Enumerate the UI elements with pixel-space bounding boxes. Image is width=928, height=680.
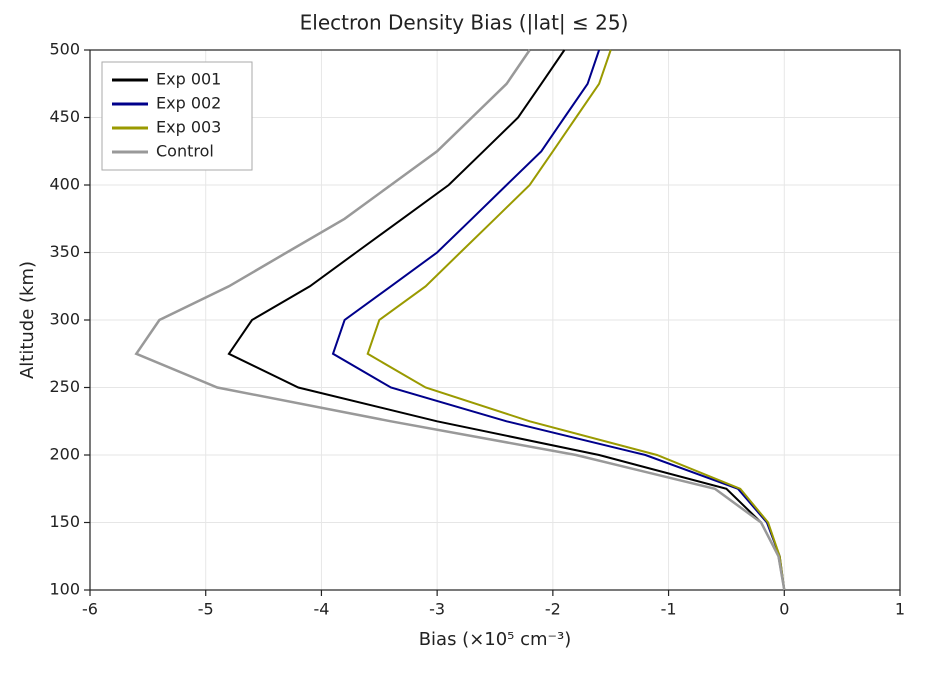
x-tick-label: -6 bbox=[82, 600, 98, 619]
x-tick-label: -4 bbox=[313, 600, 329, 619]
plot-frame bbox=[89, 49, 901, 591]
x-tick-label: -3 bbox=[429, 600, 445, 619]
y-tick-label: 300 bbox=[49, 310, 80, 329]
series-line bbox=[227, 49, 786, 591]
y-axis-label: Altitude (km) bbox=[17, 261, 38, 379]
x-tick-label: 1 bbox=[895, 600, 905, 619]
y-tick-label: 100 bbox=[49, 580, 80, 599]
y-tick-label: 150 bbox=[49, 512, 80, 531]
series-line bbox=[331, 49, 786, 591]
y-tick-label: 250 bbox=[49, 377, 80, 396]
legend-label: Exp 001 bbox=[156, 70, 221, 89]
x-tick-label: -5 bbox=[198, 600, 214, 619]
series-line bbox=[366, 49, 786, 591]
legend-label: Exp 002 bbox=[156, 94, 221, 113]
series-line bbox=[134, 49, 786, 591]
legend-label: Control bbox=[156, 142, 214, 161]
x-tick-label: -2 bbox=[545, 600, 561, 619]
x-tick-label: 0 bbox=[779, 600, 789, 619]
y-tick-label: 400 bbox=[49, 175, 80, 194]
y-tick-label: 200 bbox=[49, 445, 80, 464]
x-axis-label: Bias (×10⁵ cm⁻³) bbox=[419, 629, 572, 650]
y-tick-label: 350 bbox=[49, 242, 80, 261]
chart-title: Electron Density Bias (|lat| ≤ 25) bbox=[300, 11, 629, 35]
y-tick-label: 500 bbox=[49, 40, 80, 59]
y-tick-label: 450 bbox=[49, 107, 80, 126]
legend-label: Exp 003 bbox=[156, 118, 221, 137]
x-tick-label: -1 bbox=[661, 600, 677, 619]
